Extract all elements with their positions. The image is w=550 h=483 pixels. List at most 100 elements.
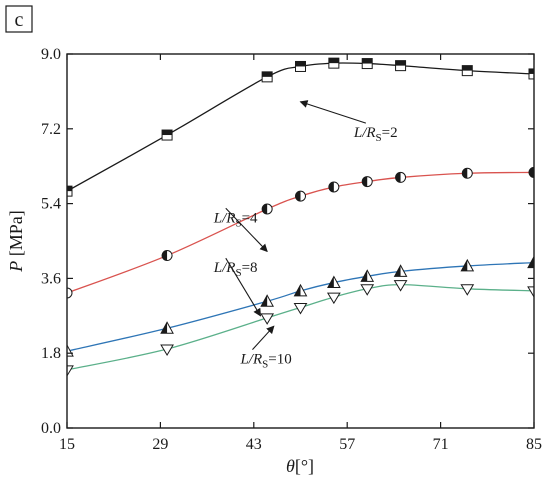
- marker-circle-fill: [328, 181, 334, 192]
- series-label-2: L/RS=8: [213, 260, 258, 279]
- data-point: [261, 203, 273, 215]
- marker-circle-fill: [462, 168, 468, 179]
- series-2: [61, 255, 534, 357]
- x-tick-label: 43: [246, 436, 262, 453]
- series-1: [62, 166, 534, 299]
- data-point: [261, 71, 273, 83]
- data-point: [395, 171, 407, 183]
- marker-circle-fill: [62, 288, 67, 298]
- data-point: [260, 294, 274, 307]
- data-point: [528, 68, 534, 80]
- annotation-arrow-3: [252, 325, 275, 350]
- series-label-sub: S: [235, 267, 241, 279]
- series-label-suffix: =4: [242, 210, 258, 226]
- marker-triangle-down: [160, 344, 174, 357]
- data-point: [295, 190, 306, 202]
- marker-circle-fill: [395, 172, 401, 183]
- data-point: [260, 313, 275, 325]
- series-label-sub: S: [376, 132, 382, 144]
- data-point: [361, 58, 373, 70]
- marker-square-fill: [462, 65, 473, 71]
- marker-square-fill: [362, 58, 373, 64]
- data-point: [328, 181, 340, 193]
- marker-triangle-down: [293, 302, 308, 315]
- x-tick-label: 85: [526, 436, 542, 453]
- marker-circle-fill: [529, 167, 534, 178]
- x-tick-label: 71: [433, 436, 449, 453]
- series-label-1: L/RS=4: [213, 210, 258, 229]
- series-0: [67, 57, 534, 197]
- marker-triangle-fill: [394, 265, 401, 277]
- plot-frame: [66, 53, 535, 429]
- marker-triangle-fill: [461, 259, 468, 271]
- marker-circle: [67, 287, 73, 299]
- series-label-3: L/RS=10: [239, 352, 291, 371]
- panel-label: c: [15, 9, 24, 31]
- annotation-arrow-0: [299, 100, 367, 124]
- marker-triangle-down: [460, 284, 475, 296]
- data-point: [67, 365, 74, 377]
- data-point: [527, 286, 534, 298]
- y-tick-label: 1.8: [41, 345, 61, 362]
- data-point: [461, 65, 473, 77]
- marker-circle-fill: [262, 204, 268, 215]
- data-point: [62, 287, 73, 299]
- data-point: [161, 250, 173, 262]
- data-point: [360, 269, 375, 282]
- series-label-prefix: L/R: [353, 125, 376, 141]
- data-point: [527, 255, 534, 269]
- data-point: [460, 258, 475, 272]
- y-tick-label: 7.2: [41, 121, 61, 138]
- y-axis-label-p: P: [6, 261, 26, 273]
- data-point: [67, 185, 73, 197]
- marker-circle-fill: [295, 191, 301, 202]
- marker-triangle-fill: [161, 322, 168, 334]
- marker-circle-fill: [162, 250, 168, 261]
- x-axis-label: θ[°]: [286, 456, 314, 476]
- marker-square-fill: [295, 61, 306, 67]
- marker-triangle-fill: [528, 256, 534, 268]
- marker-triangle-fill: [261, 295, 268, 307]
- data-point: [393, 264, 408, 277]
- marker-square-fill: [395, 60, 406, 66]
- x-tick-label: 57: [339, 436, 355, 453]
- data-point: [528, 166, 534, 178]
- data-point: [160, 344, 174, 357]
- series-3: [67, 280, 534, 377]
- marker-triangle-down: [360, 284, 375, 296]
- series-label-sub: S: [262, 359, 268, 371]
- y-axis-label-unit: [MPa]: [6, 210, 26, 261]
- series-label-suffix: =2: [382, 125, 398, 141]
- y-tick-label: 9.0: [41, 46, 61, 63]
- marker-triangle-down: [260, 313, 275, 325]
- data-point: [393, 280, 408, 292]
- marker-triangle-down: [326, 292, 341, 305]
- series-label-suffix: =8: [242, 260, 258, 276]
- series-label-suffix: =10: [268, 352, 291, 368]
- x-axis-label-unit: [°]: [295, 456, 314, 476]
- data-point: [295, 60, 306, 72]
- series-label-sub: S: [235, 217, 241, 229]
- data-point: [161, 129, 173, 141]
- marker-square-fill: [529, 68, 534, 74]
- series-line-1: [67, 171, 534, 294]
- marker-triangle-down: [527, 286, 534, 298]
- marker-triangle-down: [67, 365, 74, 377]
- marker-square-fill: [262, 71, 273, 77]
- y-tick-label: 3.6: [41, 270, 61, 287]
- series-label-prefix: L/R: [213, 210, 236, 226]
- annotation-arrow-2: [225, 257, 261, 317]
- series-label-0: L/RS=2: [353, 125, 398, 144]
- marker-square-fill: [67, 186, 72, 192]
- data-point: [293, 302, 308, 315]
- data-point: [461, 167, 473, 179]
- marker-triangle-fill: [61, 345, 67, 356]
- x-axis-label-theta: θ: [286, 456, 295, 476]
- y-tick-label: 5.4: [41, 196, 61, 213]
- series-label-prefix: L/R: [239, 352, 262, 368]
- data-point: [328, 57, 340, 69]
- panel-label-box: c: [5, 5, 33, 33]
- y-tick-label: 0.0: [41, 420, 61, 437]
- data-point: [395, 60, 407, 72]
